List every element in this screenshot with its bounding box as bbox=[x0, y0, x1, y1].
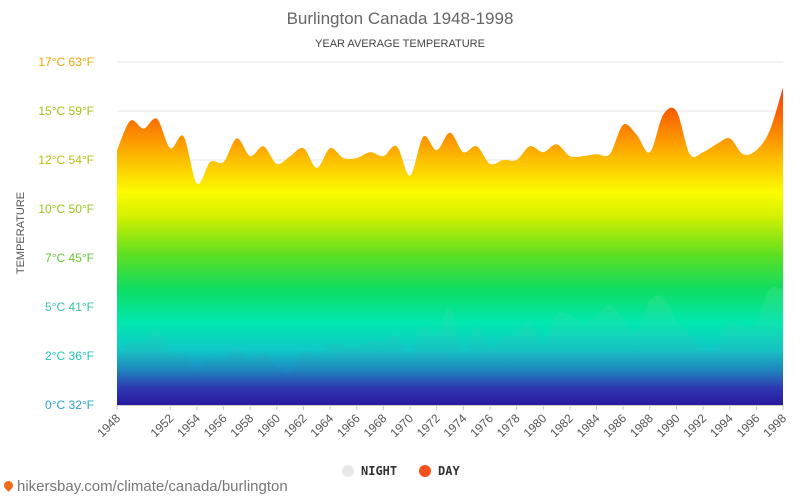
x-tick-label: 1970 bbox=[387, 411, 416, 440]
chart-subtitle: YEAR AVERAGE TEMPERATURE bbox=[315, 38, 485, 50]
x-tick-label: 1980 bbox=[521, 411, 550, 440]
y-axis-label: TEMPERATURE bbox=[15, 192, 27, 274]
x-tick-label: 1962 bbox=[281, 411, 310, 440]
x-tick-label: 1964 bbox=[307, 411, 336, 440]
x-axis-ticks: 1948 195219541956195819601962196419661968… bbox=[94, 405, 789, 440]
x-tick-label: 1956 bbox=[201, 411, 230, 440]
chart-title: Burlington Canada 1948-1998 bbox=[287, 9, 514, 28]
x-tick-label: 1974 bbox=[441, 411, 470, 440]
x-tick-label: 1958 bbox=[228, 411, 257, 440]
x-tick-label: 1966 bbox=[334, 411, 363, 440]
x-tick-label: 1960 bbox=[254, 411, 283, 440]
x-tick-label: 1982 bbox=[547, 411, 576, 440]
x-tick-label: 1948 bbox=[94, 411, 123, 440]
x-tick-label: 1954 bbox=[174, 411, 203, 440]
legend-marker-night bbox=[342, 465, 354, 477]
x-tick-label: 1952 bbox=[148, 411, 177, 440]
y-tick-label: 15°C 59°F bbox=[38, 104, 94, 118]
night-area-shade bbox=[117, 286, 783, 405]
y-tick-label: 2°C 36°F bbox=[45, 349, 94, 363]
x-tick-label: 1988 bbox=[627, 411, 656, 440]
y-tick-label: 7°C 45°F bbox=[45, 251, 94, 265]
x-tick-label: 1984 bbox=[574, 411, 603, 440]
y-tick-label: 10°C 50°F bbox=[38, 202, 94, 216]
y-tick-label: 17°C 63°F bbox=[38, 55, 94, 69]
x-tick-label: 1968 bbox=[361, 411, 390, 440]
watermark: hikersbay.com/climate/canada/burlington bbox=[2, 478, 288, 495]
x-tick-label: 1976 bbox=[467, 411, 496, 440]
y-axis-ticks: 0°C 32°F 2°C 36°F 5°C 41°F 7°C 45°F 10°C 50°… bbox=[38, 55, 94, 412]
watermark-text: hikersbay.com/climate/canada/burlington bbox=[17, 478, 288, 495]
x-tick-label: 1992 bbox=[680, 411, 709, 440]
y-tick-label: 12°C 54°F bbox=[38, 153, 94, 167]
plot-areas bbox=[117, 87, 783, 405]
legend-label-day: DAY bbox=[438, 464, 460, 478]
x-tick-label: 1978 bbox=[494, 411, 523, 440]
x-tick-label: 1996 bbox=[734, 411, 763, 440]
y-tick-label: 5°C 41°F bbox=[45, 300, 94, 314]
x-tick-label: 1994 bbox=[707, 411, 736, 440]
legend-label-night: NIGHT bbox=[361, 464, 397, 478]
legend: NIGHT DAY bbox=[342, 464, 460, 478]
y-tick-label: 0°C 32°F bbox=[45, 398, 94, 412]
x-tick-label: 1998 bbox=[760, 411, 789, 440]
x-tick-label: 1972 bbox=[414, 411, 443, 440]
x-tick-label: 1990 bbox=[654, 411, 683, 440]
legend-marker-day bbox=[419, 465, 431, 477]
x-tick-label: 1986 bbox=[600, 411, 629, 440]
location-pin-icon bbox=[2, 479, 15, 492]
